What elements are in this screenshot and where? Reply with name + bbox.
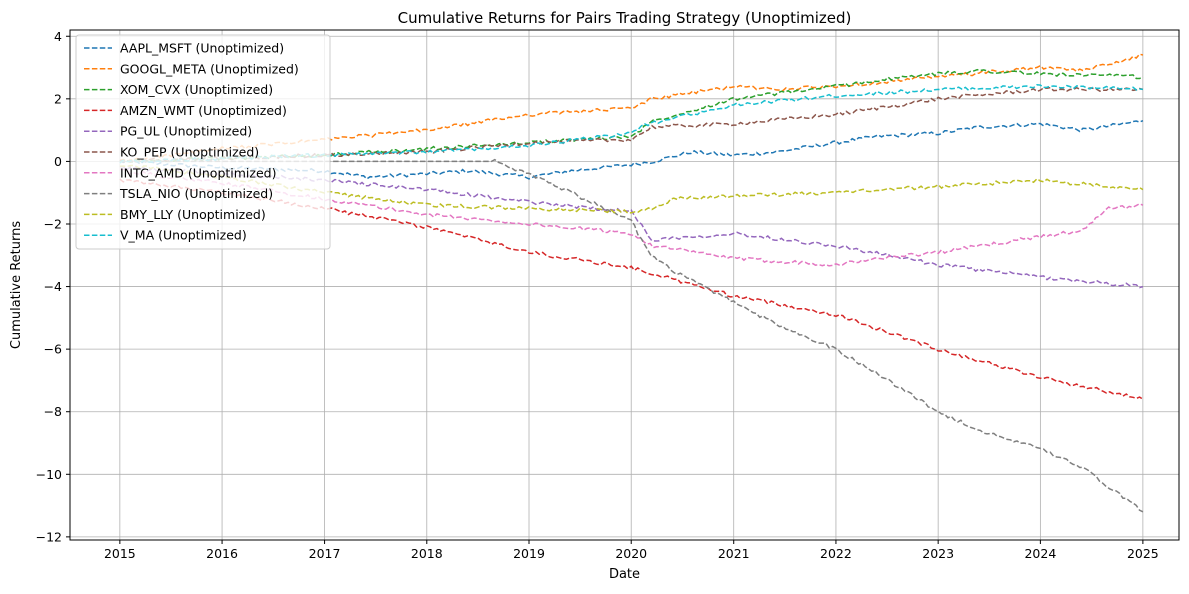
legend: AAPL_MSFT (Unoptimized) GOOGL_META (Unopt… bbox=[75, 34, 331, 250]
y-tick-label: −8 bbox=[44, 404, 62, 419]
x-tick-label: 2020 bbox=[615, 546, 647, 561]
series-line bbox=[119, 164, 1144, 214]
x-tick-label: 2023 bbox=[922, 546, 954, 561]
legend-entry: KO_PEP (Unoptimized) bbox=[120, 145, 259, 160]
series-line bbox=[119, 120, 1144, 180]
series-line bbox=[119, 68, 1144, 163]
legend-entry: INTC_AMD (Unoptimized) bbox=[120, 165, 276, 180]
x-axis: 2015 2016 2017 2018 2019 2020 2021 2022 2023 2024… bbox=[104, 540, 1159, 561]
legend-box bbox=[75, 34, 331, 250]
x-tick-label: 2017 bbox=[309, 546, 341, 561]
x-tick-label: 2022 bbox=[820, 546, 852, 561]
y-tick-label: 2 bbox=[54, 91, 62, 106]
series-line bbox=[119, 53, 1144, 163]
legend-entry: BMY_LLY (Unoptimized) bbox=[120, 207, 266, 222]
y-tick-label: −4 bbox=[44, 279, 62, 294]
legend-entry: AAPL_MSFT (Unoptimized) bbox=[120, 41, 284, 56]
series-line bbox=[119, 86, 1144, 163]
x-axis-label: Date bbox=[609, 567, 640, 582]
y-axis-label: Cumulative Returns bbox=[9, 221, 24, 349]
y-tick-label: −10 bbox=[36, 467, 62, 482]
x-tick-label: 2016 bbox=[206, 546, 238, 561]
x-tick-label: 2015 bbox=[104, 546, 136, 561]
legend-entry: PG_UL (Unoptimized) bbox=[120, 124, 252, 139]
legend-entry: AMZN_WMT (Unoptimized) bbox=[120, 103, 287, 118]
y-tick-label: −6 bbox=[44, 342, 62, 357]
x-tick-label: 2018 bbox=[411, 546, 443, 561]
x-tick-label: 2019 bbox=[513, 546, 545, 561]
x-tick-label: 2024 bbox=[1024, 546, 1056, 561]
series-line bbox=[119, 178, 1144, 400]
y-tick-label: −2 bbox=[44, 216, 62, 231]
y-tick-label: 0 bbox=[54, 154, 62, 169]
series-line bbox=[119, 158, 1144, 513]
legend-entry: GOOGL_META (Unoptimized) bbox=[120, 61, 299, 76]
x-tick-label: 2025 bbox=[1127, 546, 1159, 561]
series-line bbox=[119, 84, 1143, 164]
y-tick-label: 4 bbox=[54, 29, 62, 44]
series-lines bbox=[119, 53, 1144, 513]
y-axis: 4 2 0 −2 −4 −6 −8 −10 −12 bbox=[36, 29, 70, 544]
legend-entry: V_MA (Unoptimized) bbox=[120, 228, 247, 243]
x-tick-label: 2021 bbox=[718, 546, 750, 561]
legend-entry: TSLA_NIO (Unoptimized) bbox=[119, 186, 273, 201]
plot-frame bbox=[69, 29, 1180, 541]
chart-title: Cumulative Returns for Pairs Trading Str… bbox=[398, 9, 852, 27]
y-tick-label: −12 bbox=[36, 529, 62, 544]
legend-entry: XOM_CVX (Unoptimized) bbox=[120, 82, 273, 97]
